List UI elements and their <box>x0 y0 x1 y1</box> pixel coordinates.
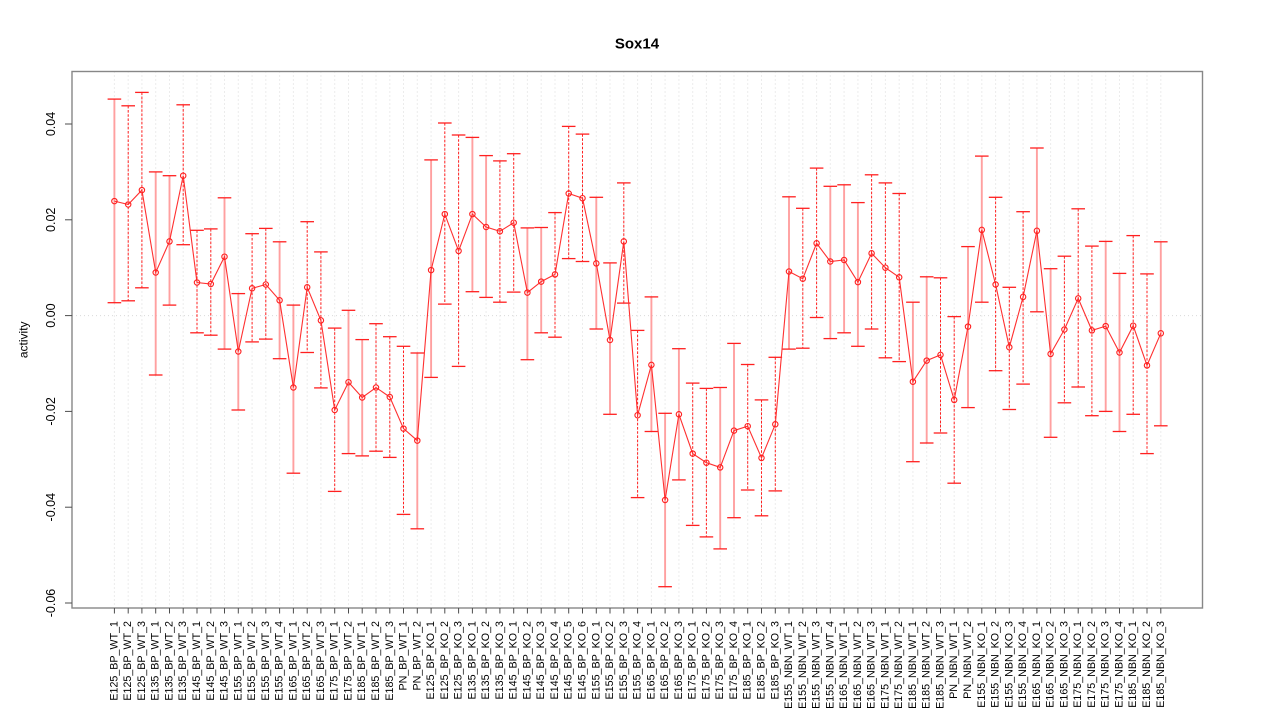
svg-text:E185_NBN_KO_3: E185_NBN_KO_3 <box>1155 621 1167 708</box>
svg-text:E185_BP_WT_3: E185_BP_WT_3 <box>384 621 396 701</box>
svg-text:E185_NBN_WT_3: E185_NBN_WT_3 <box>935 621 947 709</box>
svg-text:PN_NBN_WT_1: PN_NBN_WT_1 <box>948 621 960 699</box>
svg-text:E175_NBN_WT_2: E175_NBN_WT_2 <box>893 621 905 709</box>
svg-text:E165_BP_KO_2: E165_BP_KO_2 <box>659 621 671 699</box>
svg-text:E155_NBN_WT_1: E155_NBN_WT_1 <box>783 621 795 709</box>
svg-text:E155_BP_KO_1: E155_BP_KO_1 <box>590 621 602 699</box>
svg-text:E165_NBN_WT_1: E165_NBN_WT_1 <box>838 621 850 709</box>
svg-text:E185_NBN_KO_2: E185_NBN_KO_2 <box>1141 621 1153 708</box>
svg-text:E155_NBN_WT_2: E155_NBN_WT_2 <box>797 621 809 709</box>
svg-text:-0.04: -0.04 <box>44 493 58 522</box>
svg-text:E135_BP_WT_1: E135_BP_WT_1 <box>150 621 162 701</box>
svg-text:E185_BP_WT_1: E185_BP_WT_1 <box>356 621 368 701</box>
svg-text:E145_BP_KO_3: E145_BP_KO_3 <box>535 621 547 699</box>
svg-text:-0.02: -0.02 <box>44 397 58 426</box>
svg-text:E155_NBN_KO_3: E155_NBN_KO_3 <box>1003 621 1015 708</box>
svg-text:E145_BP_WT_1: E145_BP_WT_1 <box>191 621 203 701</box>
svg-text:PN_BP_WT_2: PN_BP_WT_2 <box>411 621 423 691</box>
svg-text:E135_BP_KO_1: E135_BP_KO_1 <box>466 621 478 699</box>
svg-text:0.00: 0.00 <box>44 303 58 327</box>
svg-text:E155_BP_WT_1: E155_BP_WT_1 <box>232 621 244 701</box>
svg-text:E155_NBN_KO_1: E155_NBN_KO_1 <box>976 621 988 708</box>
svg-text:E165_NBN_KO_3: E165_NBN_KO_3 <box>1058 621 1070 708</box>
svg-text:E175_NBN_KO_4: E175_NBN_KO_4 <box>1114 621 1126 708</box>
svg-text:E175_NBN_KO_3: E175_NBN_KO_3 <box>1100 621 1112 708</box>
svg-text:E155_BP_WT_3: E155_BP_WT_3 <box>260 621 272 701</box>
svg-text:E175_NBN_KO_1: E175_NBN_KO_1 <box>1072 621 1084 708</box>
svg-text:E135_BP_WT_2: E135_BP_WT_2 <box>164 621 176 701</box>
svg-text:E155_NBN_KO_4: E155_NBN_KO_4 <box>1017 621 1029 708</box>
svg-text:0.02: 0.02 <box>44 208 58 232</box>
svg-text:E175_BP_KO_3: E175_BP_KO_3 <box>714 621 726 699</box>
svg-text:E165_NBN_KO_2: E165_NBN_KO_2 <box>1045 621 1057 708</box>
svg-text:E165_BP_WT_2: E165_BP_WT_2 <box>301 621 313 701</box>
svg-text:E155_BP_KO_4: E155_BP_KO_4 <box>632 621 644 699</box>
svg-text:E125_BP_KO_2: E125_BP_KO_2 <box>439 621 451 699</box>
svg-text:E175_BP_WT_1: E175_BP_WT_1 <box>329 621 341 701</box>
svg-text:E165_NBN_WT_3: E165_NBN_WT_3 <box>866 621 878 709</box>
svg-text:E175_BP_KO_2: E175_BP_KO_2 <box>700 621 712 699</box>
svg-text:E155_NBN_WT_4: E155_NBN_WT_4 <box>824 621 836 709</box>
svg-text:E175_NBN_KO_2: E175_NBN_KO_2 <box>1086 621 1098 708</box>
svg-text:E155_BP_KO_3: E155_BP_KO_3 <box>618 621 630 699</box>
svg-text:E185_BP_KO_2: E185_BP_KO_2 <box>756 621 768 699</box>
svg-text:E165_NBN_WT_2: E165_NBN_WT_2 <box>852 621 864 709</box>
svg-text:E145_BP_WT_3: E145_BP_WT_3 <box>219 621 231 701</box>
svg-text:E145_BP_WT_2: E145_BP_WT_2 <box>205 621 217 701</box>
svg-text:E145_BP_KO_5: E145_BP_KO_5 <box>563 621 575 699</box>
svg-text:E165_BP_WT_3: E165_BP_WT_3 <box>315 621 327 701</box>
svg-text:E175_BP_KO_1: E175_BP_KO_1 <box>687 621 699 699</box>
svg-text:E155_NBN_KO_2: E155_NBN_KO_2 <box>990 621 1002 708</box>
svg-text:E135_BP_WT_3: E135_BP_WT_3 <box>177 621 189 701</box>
svg-text:E185_BP_KO_1: E185_BP_KO_1 <box>742 621 754 699</box>
svg-text:E175_BP_KO_4: E175_BP_KO_4 <box>728 621 740 699</box>
svg-text:E155_BP_WT_4: E155_BP_WT_4 <box>274 621 286 701</box>
svg-text:E185_BP_KO_3: E185_BP_KO_3 <box>769 621 781 699</box>
svg-text:E125_BP_KO_1: E125_BP_KO_1 <box>425 621 437 699</box>
svg-text:E135_BP_KO_2: E135_BP_KO_2 <box>480 621 492 699</box>
svg-text:E165_BP_KO_1: E165_BP_KO_1 <box>645 621 657 699</box>
svg-text:E185_BP_WT_2: E185_BP_WT_2 <box>370 621 382 701</box>
svg-text:E135_BP_KO_3: E135_BP_KO_3 <box>494 621 506 699</box>
svg-text:activity: activity <box>17 321 31 358</box>
svg-text:E165_BP_WT_1: E165_BP_WT_1 <box>287 621 299 701</box>
svg-text:0.04: 0.04 <box>44 112 58 136</box>
svg-text:E155_BP_KO_2: E155_BP_KO_2 <box>604 621 616 699</box>
svg-text:E175_NBN_WT_1: E175_NBN_WT_1 <box>879 621 891 709</box>
svg-text:Sox14: Sox14 <box>615 36 660 53</box>
svg-text:PN_BP_WT_1: PN_BP_WT_1 <box>398 621 410 691</box>
svg-text:E165_NBN_KO_1: E165_NBN_KO_1 <box>1031 621 1043 708</box>
svg-text:E125_BP_WT_3: E125_BP_WT_3 <box>136 621 148 701</box>
svg-text:-0.06: -0.06 <box>44 589 58 618</box>
svg-text:E145_BP_KO_1: E145_BP_KO_1 <box>508 621 520 699</box>
svg-text:E155_BP_WT_2: E155_BP_WT_2 <box>246 621 258 701</box>
svg-text:E145_BP_KO_6: E145_BP_KO_6 <box>577 621 589 699</box>
svg-text:PN_NBN_WT_2: PN_NBN_WT_2 <box>962 621 974 699</box>
svg-text:E125_BP_KO_3: E125_BP_KO_3 <box>453 621 465 699</box>
svg-text:E125_BP_WT_1: E125_BP_WT_1 <box>108 621 120 701</box>
svg-text:E125_BP_WT_2: E125_BP_WT_2 <box>122 621 134 701</box>
svg-text:E175_BP_WT_2: E175_BP_WT_2 <box>343 621 355 701</box>
svg-text:E145_BP_KO_4: E145_BP_KO_4 <box>549 621 561 699</box>
svg-text:E185_NBN_KO_1: E185_NBN_KO_1 <box>1127 621 1139 708</box>
svg-text:E155_NBN_WT_3: E155_NBN_WT_3 <box>811 621 823 709</box>
svg-text:E165_BP_KO_3: E165_BP_KO_3 <box>673 621 685 699</box>
svg-text:E185_NBN_WT_1: E185_NBN_WT_1 <box>907 621 919 709</box>
svg-text:E185_NBN_WT_2: E185_NBN_WT_2 <box>921 621 933 709</box>
svg-text:E145_BP_KO_2: E145_BP_KO_2 <box>521 621 533 699</box>
